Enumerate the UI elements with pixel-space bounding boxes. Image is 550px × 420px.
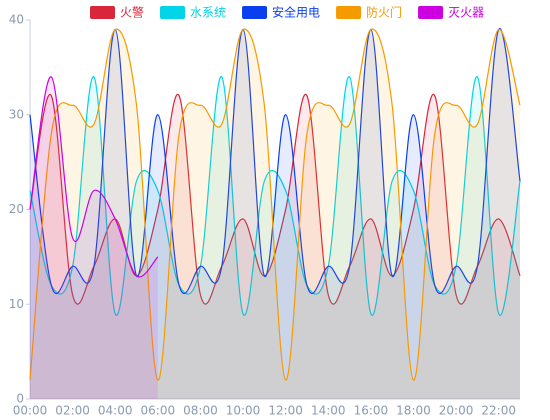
y-tick-label: 0 [16,392,24,406]
y-tick-label: 10 [9,297,24,311]
legend-swatch [418,6,444,19]
line [29,76,521,316]
legend-label: 灭火器 [448,6,484,20]
x-tick-label: 22:00 [481,404,516,418]
legend-swatch [90,6,115,19]
legend-label: 火警 [120,5,144,20]
legend-swatch [160,6,186,19]
area-fill [30,29,520,399]
area-fill [30,76,520,399]
legend-label: 水系统 [190,6,226,20]
y-tick-label: 20 [9,202,24,216]
x-tick-label: 10:00 [226,404,261,418]
area-fill [30,28,520,399]
line [29,28,521,381]
x-tick-label: 18:00 [396,404,431,418]
legend-label: 安全用电 [272,5,320,20]
x-tick-label: 12:00 [268,404,303,418]
x-tick-label: 16:00 [354,404,389,418]
legend-swatch [242,6,268,19]
line [29,76,159,278]
x-tick-label: 02:00 [55,404,90,418]
legend-swatch [336,6,362,19]
x-tick-label: 00:00 [13,404,48,418]
y-tick-label: 40 [9,13,24,27]
legend-label: 防火门 [366,5,402,20]
area-fill [30,94,520,399]
x-tick-label: 20:00 [439,404,474,418]
x-tick-label: 14:00 [311,404,346,418]
y-tick-label: 30 [9,107,24,121]
x-tick-label: 04:00 [98,404,133,418]
x-tick-label: 08:00 [183,404,218,418]
x-tick-label: 06:00 [141,404,176,418]
